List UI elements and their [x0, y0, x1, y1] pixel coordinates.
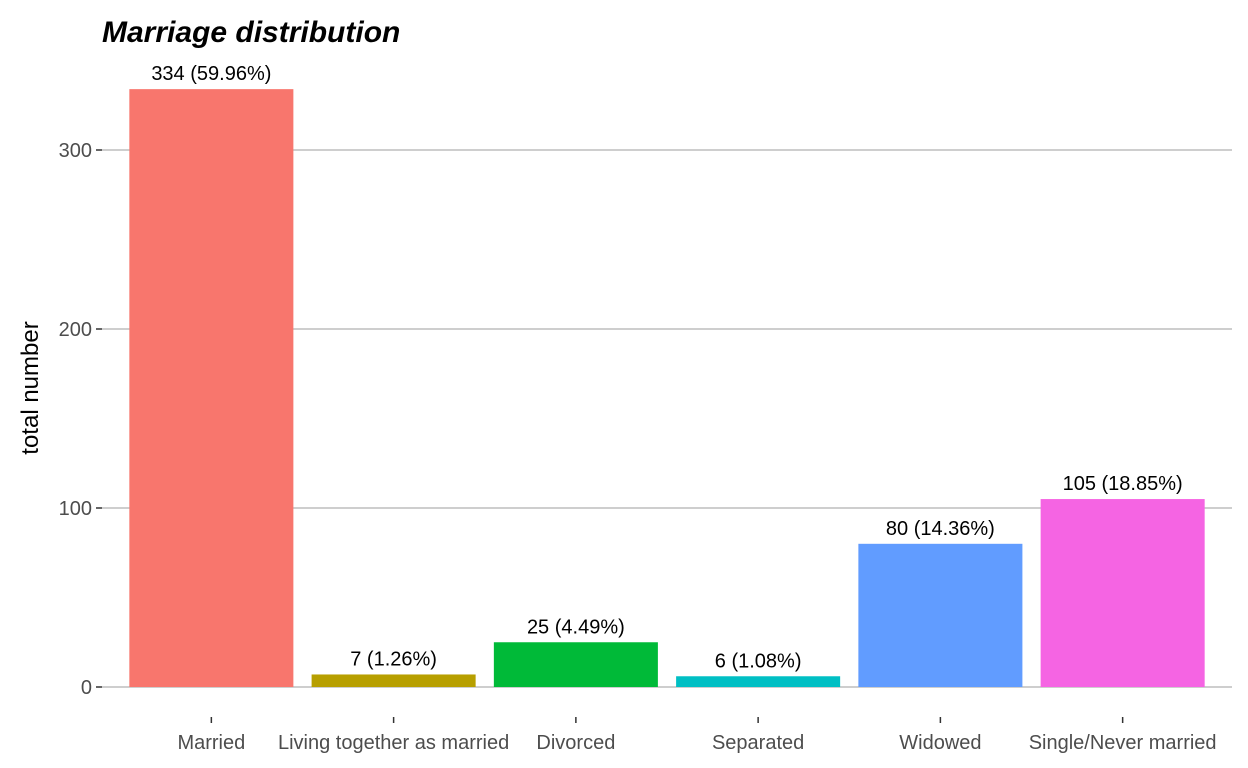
bar-4 [676, 676, 841, 687]
data-label-3: 25 (4.49%) [527, 616, 625, 638]
y-tick-label-200: 200 [59, 319, 92, 341]
bar-5 [858, 543, 1023, 687]
y-axis-ticks: 0 100 200 300 [59, 140, 102, 699]
bars [129, 89, 1205, 687]
y-axis-label: total number [17, 321, 44, 454]
data-label-2: 7 (1.26%) [350, 648, 437, 670]
y-tick-label-0: 0 [81, 677, 92, 699]
data-label-4: 6 (1.08%) [715, 650, 802, 672]
data-label-6: 105 (18.85%) [1063, 473, 1183, 495]
bar-3 [493, 642, 658, 687]
x-tick-label-5: Widowed [899, 732, 981, 754]
x-tick-label-3: Divorced [536, 732, 615, 754]
x-tick-label-1: Married [177, 732, 245, 754]
x-axis-ticks: Married Living together as married Divorce… [177, 717, 1217, 754]
x-tick-label-6: Single/Never married [1029, 732, 1217, 754]
data-label-1: 334 (59.96%) [151, 63, 271, 85]
x-tick-label-2: Living together as married [278, 732, 509, 754]
bar-6 [1040, 499, 1205, 687]
bar-1 [129, 89, 294, 687]
chart-title: Marriage distribution [102, 16, 400, 49]
y-tick-label-300: 300 [59, 140, 92, 162]
x-tick-label-4: Separated [712, 732, 804, 754]
bar-2 [311, 674, 476, 687]
y-tick-label-100: 100 [59, 498, 92, 520]
data-label-5: 80 (14.36%) [886, 518, 995, 540]
data-labels: 334 (59.96%) 7 (1.26%) 25 (4.49%) 6 (1.08%)… [151, 63, 1182, 672]
